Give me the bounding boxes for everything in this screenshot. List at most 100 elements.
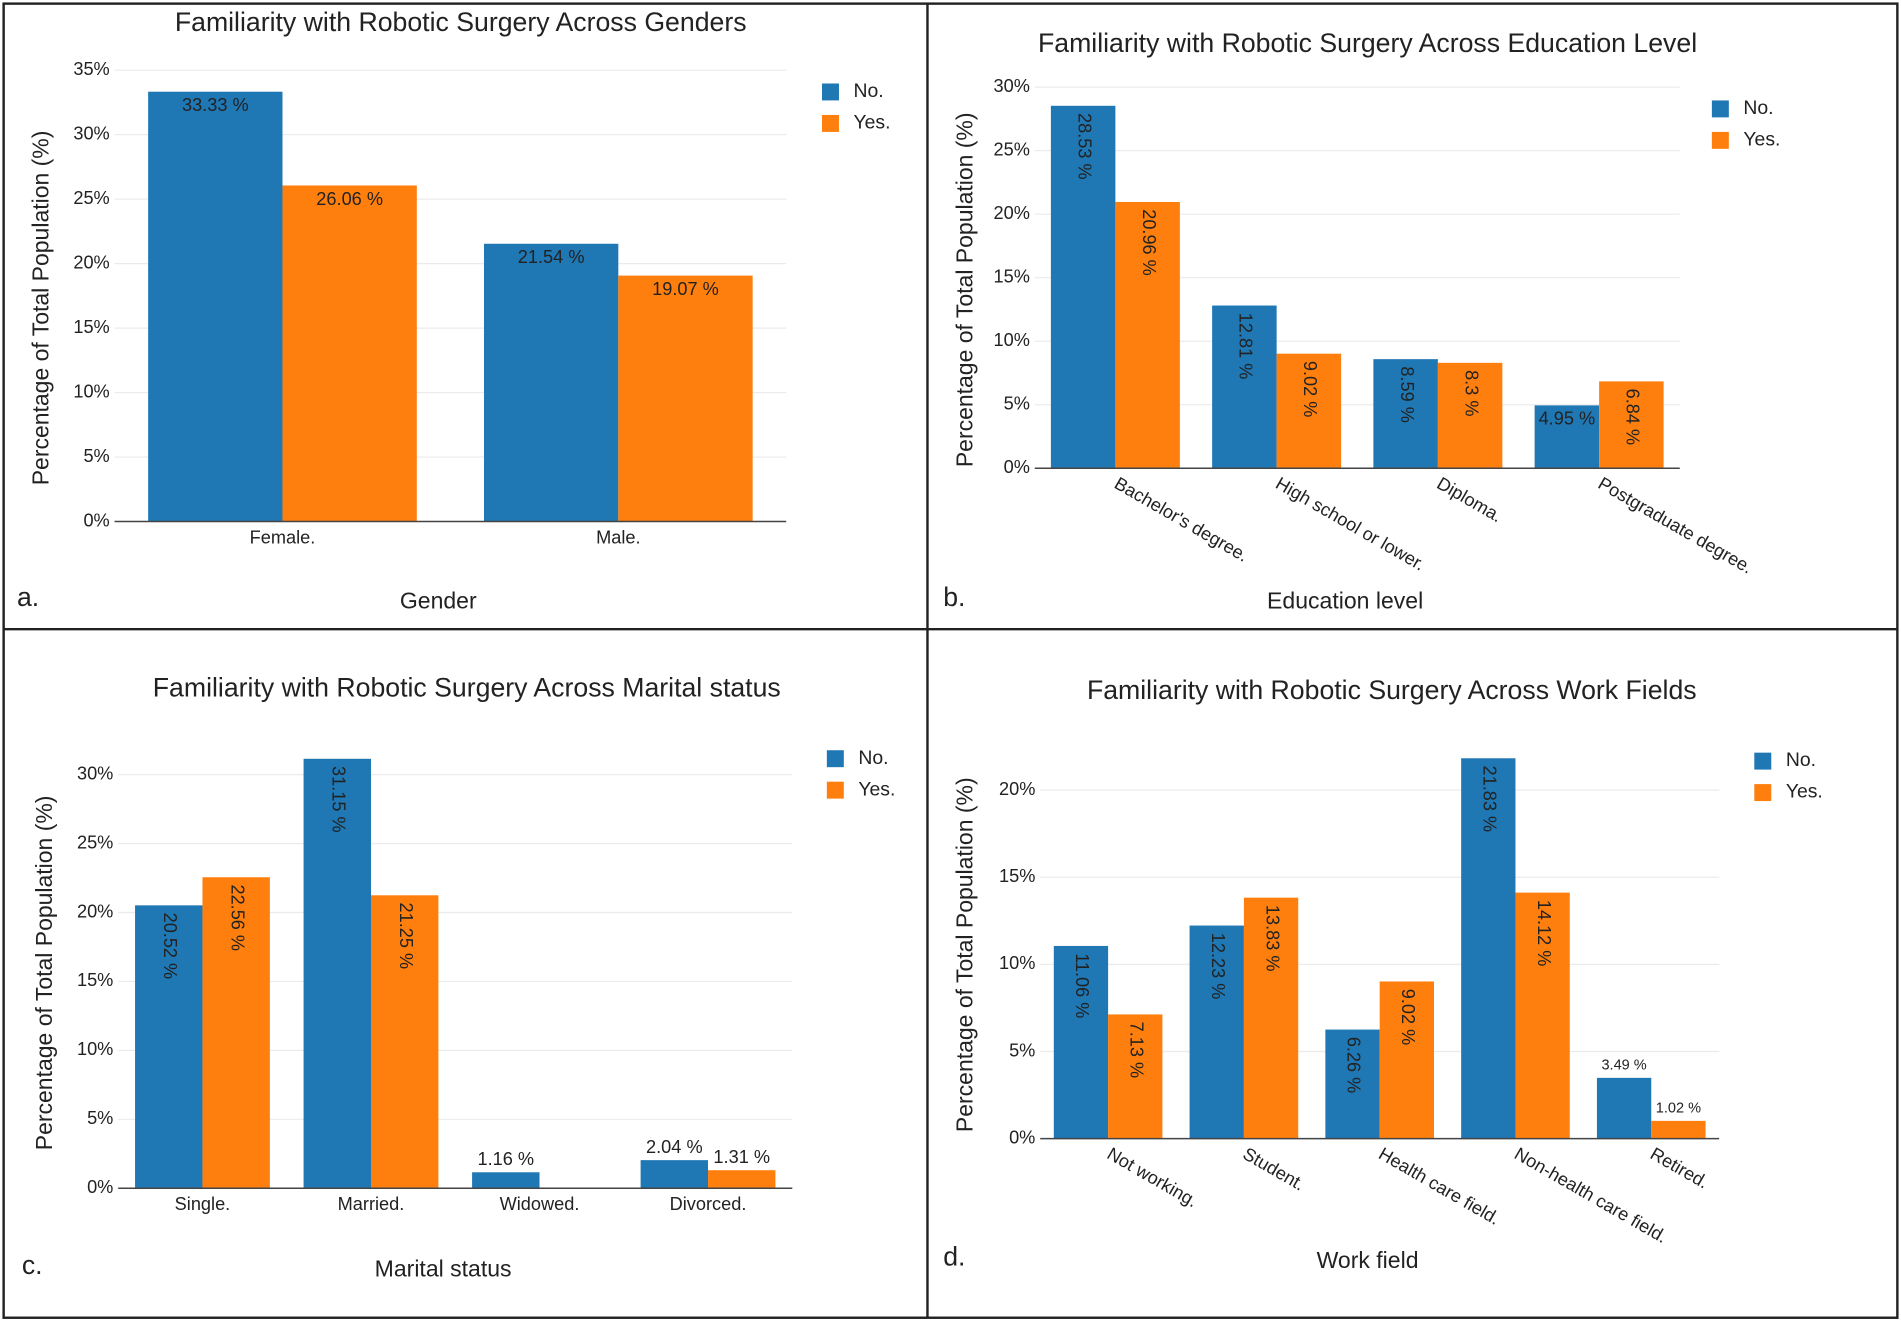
y-tick-label: 10% — [77, 1039, 113, 1059]
legend-label: No. — [854, 80, 884, 102]
bar — [1515, 892, 1570, 1139]
value-label: 26.06 % — [316, 189, 383, 209]
x-axis-title: Work field — [1317, 1247, 1419, 1273]
y-tick-label: 10% — [73, 381, 109, 401]
y-tick-label: 25% — [77, 832, 113, 852]
y-tick-label: 30% — [73, 123, 109, 143]
y-axis-title: Percentage of Total Population (%) — [27, 131, 53, 486]
x-tick-label: Not working. — [1104, 1143, 1201, 1211]
bar — [483, 243, 619, 522]
value-label: 12.81 % — [1236, 313, 1256, 380]
panel-label: b. — [943, 582, 965, 612]
bar — [708, 1170, 776, 1189]
y-tick-label: 5% — [1009, 1040, 1035, 1060]
panel-label: d. — [943, 1241, 965, 1271]
value-label: 31.15 % — [328, 766, 348, 833]
bar — [1108, 1014, 1163, 1139]
legend-swatch — [826, 781, 844, 799]
bar — [1437, 362, 1503, 469]
legend-swatch — [821, 114, 839, 132]
y-tick-label: 15% — [73, 317, 109, 337]
y-tick-label: 5% — [1004, 394, 1030, 414]
bar — [472, 1172, 540, 1189]
y-tick-label: 25% — [994, 139, 1030, 159]
x-tick-label: Female. — [250, 527, 316, 547]
x-axis-title: Gender — [400, 588, 477, 614]
value-label: 19.07 % — [652, 279, 719, 299]
y-tick-label: 15% — [999, 866, 1035, 886]
bar — [1243, 897, 1299, 1139]
value-label: 4.95 % — [1539, 409, 1596, 429]
bar — [1599, 381, 1664, 469]
y-tick-label: 15% — [77, 970, 113, 990]
y-tick-label: 20% — [994, 203, 1030, 223]
value-label: 1.31 % — [713, 1147, 770, 1167]
y-tick-label: 15% — [994, 267, 1030, 287]
panel-label: c. — [22, 1250, 43, 1280]
bar — [135, 905, 203, 1189]
legend-swatch — [1711, 100, 1729, 118]
bar — [1325, 1029, 1380, 1139]
legend-label: No. — [858, 747, 888, 769]
x-tick-label: Retired. — [1647, 1143, 1712, 1192]
y-tick-label: 30% — [77, 763, 113, 783]
value-label: 14.12 % — [1534, 900, 1554, 967]
value-label: 21.54 % — [518, 247, 585, 267]
bar — [1212, 305, 1277, 469]
value-label: 9.02 % — [1300, 361, 1320, 417]
bar — [1053, 945, 1109, 1139]
bar — [1115, 201, 1180, 469]
value-label: 20.96 % — [1139, 209, 1159, 276]
bar — [1050, 105, 1116, 469]
value-label: 8.59 % — [1397, 366, 1417, 422]
x-tick-label: Male. — [596, 527, 640, 547]
x-tick-label: Single. — [175, 1194, 231, 1214]
chart-title: Familiarity with Robotic Surgery Across … — [1087, 675, 1697, 705]
legend-swatch — [821, 83, 839, 101]
y-axis-title: Percentage of Total Population (%) — [951, 112, 977, 467]
y-tick-label: 0% — [1004, 457, 1030, 477]
y-tick-label: 0% — [1009, 1127, 1035, 1147]
y-tick-label: 35% — [73, 59, 109, 79]
legend-label: Yes. — [1743, 128, 1780, 150]
value-label: 8.3 % — [1461, 370, 1481, 416]
legend-label: Yes. — [858, 778, 895, 800]
bar — [1651, 1120, 1706, 1139]
value-label: 13.83 % — [1262, 905, 1282, 972]
value-label: 22.56 % — [227, 884, 247, 951]
bar — [1276, 353, 1342, 469]
x-axis-title: Marital status — [375, 1256, 512, 1282]
legend-label: Yes. — [854, 112, 891, 134]
y-axis-title: Percentage of Total Population (%) — [951, 777, 977, 1132]
x-tick-label: Bachelor's degree. — [1111, 473, 1252, 566]
value-label: 2.04 % — [646, 1137, 703, 1157]
value-label: 11.06 % — [1072, 953, 1092, 1018]
bar — [640, 1160, 709, 1189]
value-label: 6.84 % — [1623, 389, 1643, 445]
bar — [282, 185, 417, 522]
y-tick-label: 0% — [87, 1177, 113, 1197]
value-label: 6.26 % — [1344, 1037, 1364, 1093]
value-label: 1.16 % — [478, 1149, 535, 1169]
bar — [148, 91, 283, 522]
bar — [1189, 925, 1244, 1139]
panel-label: a. — [17, 582, 39, 612]
value-label: 20.52 % — [160, 913, 180, 980]
value-label: 21.83 % — [1480, 766, 1500, 833]
x-tick-label: Postgraduate degree. — [1595, 473, 1756, 578]
chart-title: Familiarity with Robotic Surgery Across … — [175, 7, 747, 37]
x-tick-label: Widowed. — [500, 1194, 580, 1214]
legend-label: No. — [1743, 97, 1773, 119]
value-label: 33.33 % — [182, 95, 249, 115]
value-label: 1.02 % — [1656, 1101, 1701, 1117]
y-tick-label: 30% — [994, 76, 1030, 96]
bar — [1461, 758, 1516, 1139]
bar — [370, 895, 439, 1189]
chart-title: Familiarity with Robotic Surgery Across … — [1038, 28, 1697, 58]
value-label: 21.25 % — [396, 903, 416, 970]
x-tick-label: Student. — [1239, 1143, 1308, 1194]
y-axis-title: Percentage of Total Population (%) — [31, 796, 57, 1151]
legend-swatch — [1711, 131, 1729, 149]
x-axis-title: Education level — [1267, 588, 1423, 614]
